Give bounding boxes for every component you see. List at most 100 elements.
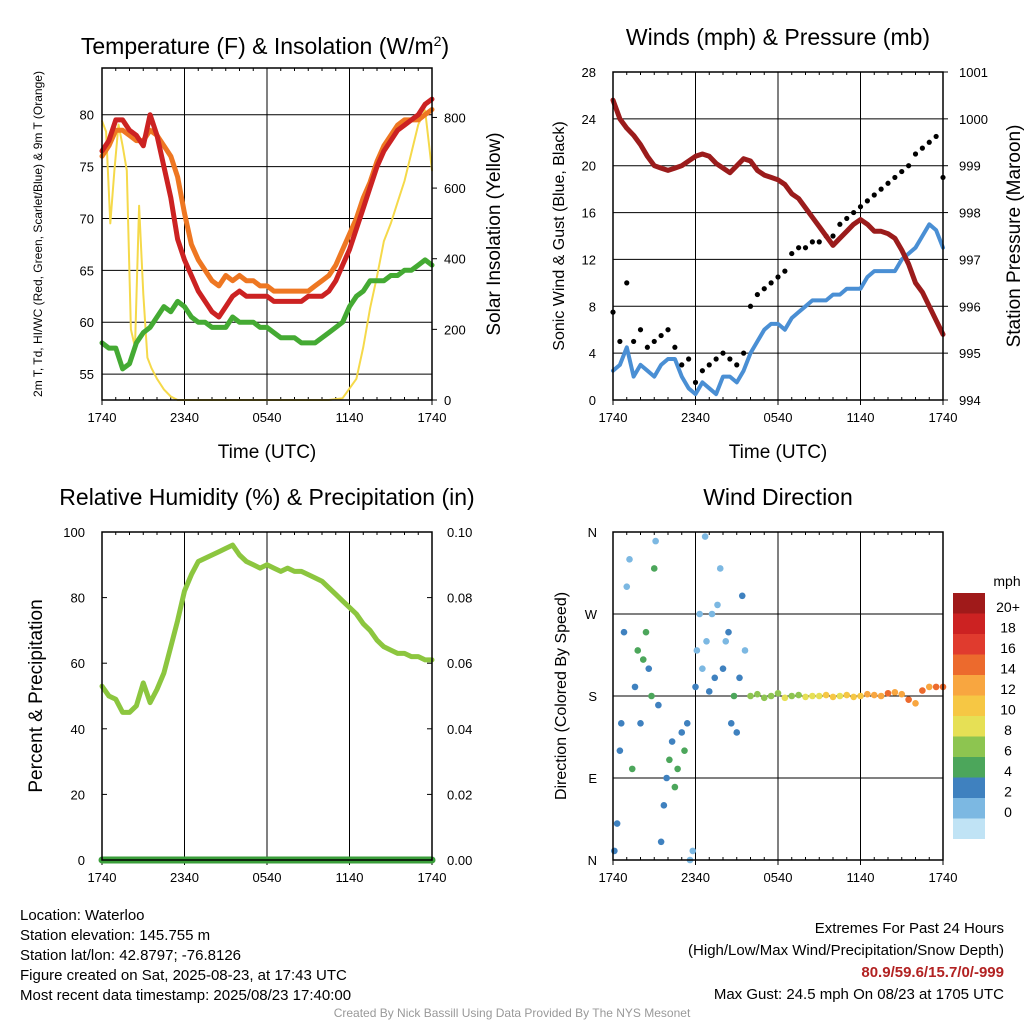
chart-title: Relative Humidity (%) & Precipitation (i… (59, 484, 474, 510)
colorbar-label: 20+ (996, 599, 1020, 615)
gust-point (775, 274, 781, 280)
x-tick-label: 2340 (681, 410, 710, 425)
x-tick-label: 1140 (847, 870, 875, 885)
gust-point (727, 356, 733, 362)
gust-point (754, 291, 760, 298)
series-line-station-pressure (610, 97, 946, 337)
colorbar-swatch (953, 777, 985, 798)
gust-point (899, 168, 905, 175)
colorbar-swatch (953, 593, 985, 614)
direction-point (925, 683, 933, 691)
y-right-tick-label: 1000 (959, 112, 988, 127)
y-right-tick-label: 200 (444, 322, 466, 337)
gust-point (892, 174, 898, 181)
colorbar-swatch (953, 716, 985, 737)
direction-point (781, 694, 789, 702)
plot-frame (612, 71, 944, 401)
plot-frame (101, 531, 433, 861)
y-right-axis-label: Solar Insolation (Yellow) (484, 132, 505, 335)
gust-point (933, 133, 939, 140)
gust-point (644, 344, 650, 350)
colorbar-swatch (953, 613, 985, 634)
direction-point (738, 592, 746, 600)
station-info: Location: Waterloo Station elevation: 14… (20, 906, 351, 1006)
y-right-tick-label: 600 (444, 181, 466, 196)
direction-point (736, 674, 743, 682)
x-tick-label: 0540 (253, 410, 282, 425)
gust-point (665, 327, 671, 333)
gust-point (906, 163, 912, 169)
title-superscript: 2 (434, 33, 442, 49)
direction-point (703, 638, 710, 645)
direction-point (693, 647, 701, 654)
direction-point (699, 665, 706, 672)
direction-point (802, 693, 809, 701)
series-line-2m-t (99, 96, 435, 320)
y-tick-label: 70 (80, 211, 94, 226)
gust-point (692, 379, 699, 386)
x-tick-label: 1140 (336, 410, 364, 425)
direction-point (681, 747, 688, 754)
direction-point (727, 720, 735, 727)
y-tick-label: S (588, 689, 597, 704)
y-tick-label: 4 (589, 346, 596, 361)
colorbar-label: 2 (1004, 784, 1012, 800)
direction-point (631, 683, 639, 691)
direction-point (620, 628, 628, 636)
gust-point (837, 221, 843, 227)
direction-point (795, 691, 802, 699)
x-tick-label: 2340 (170, 410, 199, 425)
y-right-tick-label: 1001 (959, 65, 988, 80)
gust-point (912, 151, 919, 157)
direction-point (822, 691, 830, 699)
direction-point (730, 692, 738, 700)
x-tick-label: 1740 (88, 410, 117, 425)
created-text: Figure created on Sat, 2025-08-23, at 17… (20, 967, 347, 984)
y-right-tick-label: 997 (959, 252, 981, 267)
direction-point (628, 765, 636, 773)
gust-point (789, 250, 795, 257)
gust-point (857, 204, 864, 210)
colorbar-label: 16 (1000, 640, 1016, 656)
x-tick-label: 1740 (418, 870, 447, 885)
y-tick-label: 20 (71, 787, 85, 802)
title-rest: ) (441, 33, 449, 59)
x-axis-label: Time (UTC) (729, 442, 828, 463)
y-tick-label: 20 (582, 159, 596, 174)
direction-point (719, 665, 727, 672)
y-tick-label: 24 (582, 112, 596, 127)
direction-point (850, 693, 857, 701)
direction-point (774, 689, 782, 697)
direction-point (616, 747, 624, 754)
y-tick-label: 80 (71, 591, 85, 606)
y-right-tick-label: 0.10 (447, 525, 472, 540)
x-axis-label: Time (UTC) (218, 442, 317, 463)
y-right-tick-label: 0.08 (447, 591, 472, 606)
chart-title: Wind Direction (703, 484, 853, 510)
y-tick-label: 65 (80, 263, 94, 278)
direction-point (689, 847, 697, 855)
y-right-tick-label: 0.06 (447, 656, 472, 671)
y-tick-label: 60 (71, 656, 85, 671)
direction-point (623, 583, 631, 590)
colorbar-swatch (953, 654, 985, 675)
y-axis-label: 2m T, Td, HI/WC (Red, Green, Scarlet/Blu… (31, 71, 45, 397)
direction-point (696, 610, 703, 618)
credit-text: Created By Nick Bassill Using Data Provi… (333, 1006, 691, 1020)
gust-point (734, 362, 740, 368)
direction-point (634, 647, 642, 654)
colorbar-swatch (953, 757, 985, 778)
direction-point (754, 690, 761, 698)
direction-point (722, 638, 730, 645)
colorbar-label: 18 (1000, 620, 1016, 636)
direction-point (919, 687, 926, 694)
direction-point (645, 665, 653, 672)
y-tick-label: 28 (582, 65, 596, 80)
gust-point (720, 350, 726, 356)
colorbar-label: 12 (1000, 681, 1016, 697)
max-gust-text: Max Gust: 24.5 mph On 08/23 at 1705 UTC (713, 986, 1004, 1003)
y-tick-label: N (588, 853, 597, 868)
plot-frame (101, 67, 433, 401)
colorbar-label: 0 (1004, 804, 1012, 820)
y-tick-label: 100 (63, 525, 85, 540)
